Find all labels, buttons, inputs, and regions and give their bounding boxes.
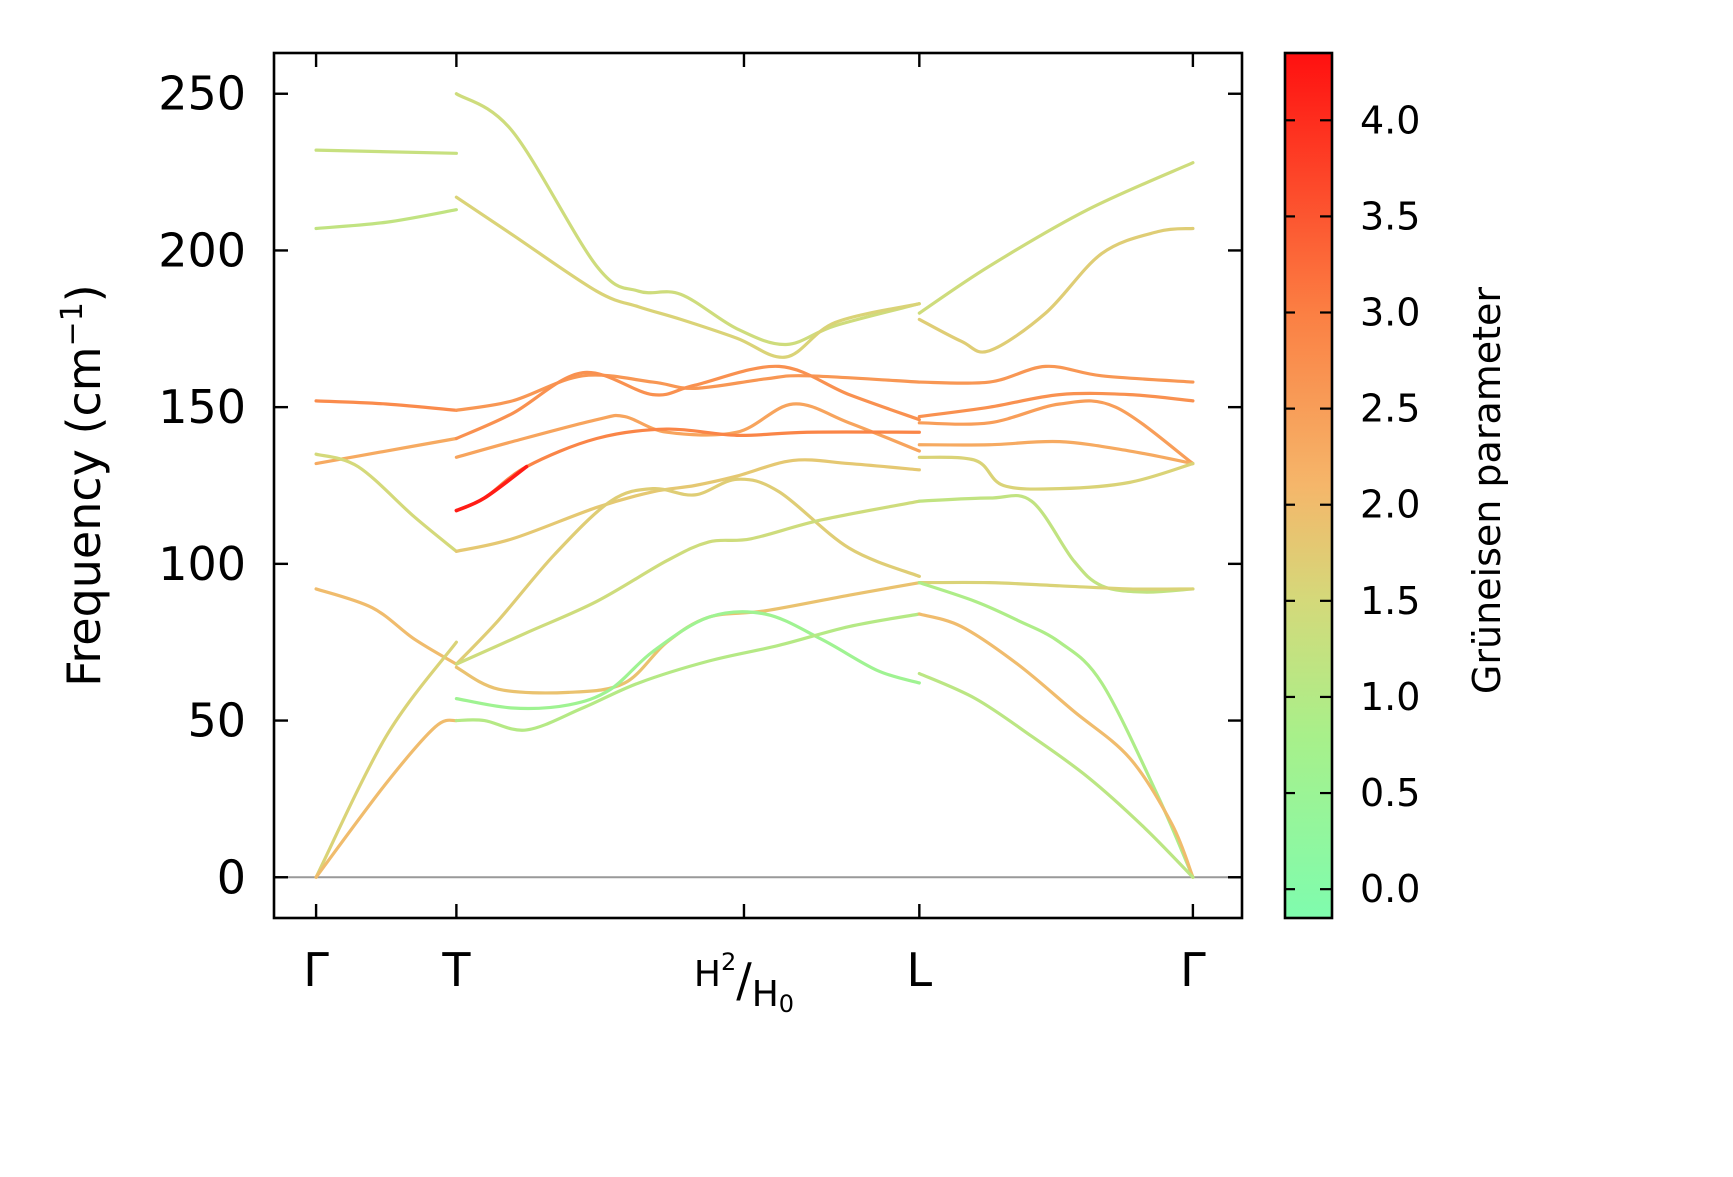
phonon-branch-4 <box>314 452 458 553</box>
colorbar-ticks: 0.0 0.5 1.0 1.5 2.0 2.5 3.0 3.5 4.0 <box>1285 98 1420 911</box>
x-tick-label-3: L <box>907 943 933 997</box>
cb-tick-label-4: 2.0 <box>1360 483 1420 527</box>
phonon-branch-20 <box>917 364 1195 385</box>
cb-tick-label-1: 0.5 <box>1360 771 1420 815</box>
phonon-branch-9 <box>454 195 921 359</box>
phonon-branch-2 <box>314 399 458 412</box>
y-tick-label-4: 200 <box>158 223 246 277</box>
phonon-branch-30 <box>917 612 1195 879</box>
phonon-branch-17 <box>454 581 921 695</box>
y-axis-label: Frequency (cm−1) <box>55 284 111 687</box>
plot-frame <box>272 51 1244 920</box>
phonon-branch-31 <box>917 671 1195 879</box>
cb-tick-label-8: 4.0 <box>1360 98 1420 142</box>
cb-tick-label-7: 3.5 <box>1360 194 1420 238</box>
phonon-branch-13 <box>454 427 921 513</box>
y-tick-label-2: 100 <box>158 537 246 591</box>
phonon-branch-10 <box>454 373 921 412</box>
phonon-branch-8 <box>454 92 921 347</box>
x-tick-label-4: Γ <box>1180 943 1206 997</box>
phonon-branch-5 <box>314 587 458 666</box>
phonon-branch-11 <box>454 364 921 441</box>
phonon-branch-1 <box>314 208 458 231</box>
phonon-branch-18 <box>454 610 921 711</box>
cb-tick-label-3: 1.5 <box>1360 579 1420 623</box>
phonon-branch-16 <box>454 499 921 666</box>
phonon-branch-27 <box>917 493 1195 594</box>
colorbar-gradient <box>1283 51 1334 920</box>
phonon-branch-15 <box>454 477 921 666</box>
x-tick-label-0: Γ <box>303 943 329 997</box>
phonon-branch-25 <box>917 161 1195 315</box>
y-tick-label-5: 250 <box>158 67 246 121</box>
cb-tick-label-2: 1.0 <box>1360 675 1420 719</box>
plot-area: 0 50 100 150 200 250 Γ T H2/H0 L Γ <box>158 51 1244 1018</box>
y-axis-label-main: Frequency (cm <box>57 346 111 686</box>
cb-tick-label-0: 0.0 <box>1360 867 1420 911</box>
x-tick-label-2: H2/H0 <box>694 948 794 1018</box>
phonon-branch-6 <box>314 640 458 879</box>
series-layer <box>314 92 1195 879</box>
phonon-branch-3 <box>314 436 458 466</box>
phonon-branch-21 <box>917 391 1195 419</box>
phonon-branch-26 <box>917 226 1195 354</box>
cb-tick-label-5: 2.5 <box>1360 387 1420 431</box>
phonon-branch-22 <box>917 399 1195 466</box>
phonon-branch-24 <box>917 455 1195 491</box>
y-tick-label-0: 0 <box>217 850 246 904</box>
phonon-branch-7 <box>314 718 458 879</box>
phonon-branch-28 <box>917 580 1195 591</box>
x-tick-label-1: T <box>441 943 471 997</box>
y-axis-label-close: ) <box>57 284 111 302</box>
phonon-branch-14 <box>454 458 921 553</box>
colorbar: 0.0 0.5 1.0 1.5 2.0 2.5 3.0 3.5 4.0 Grüneisen pa… <box>1283 51 1509 920</box>
y-tick-label-1: 50 <box>187 694 246 748</box>
y-tick-label-3: 150 <box>158 380 246 434</box>
colorbar-label: Grüneisen parameter <box>1465 287 1509 695</box>
phonon-branch-19 <box>454 612 921 732</box>
phonon-branch-23 <box>917 439 1195 466</box>
phonon-branch-hot-segment <box>454 464 529 513</box>
phonon-branch-12 <box>454 402 921 459</box>
y-axis-label-sup: −1 <box>55 302 90 346</box>
cb-tick-label-6: 3.0 <box>1360 291 1420 335</box>
ticks-layer: 0 50 100 150 200 250 Γ T H2/H0 L Γ <box>158 53 1242 1018</box>
phonon-branch-0 <box>314 148 458 155</box>
